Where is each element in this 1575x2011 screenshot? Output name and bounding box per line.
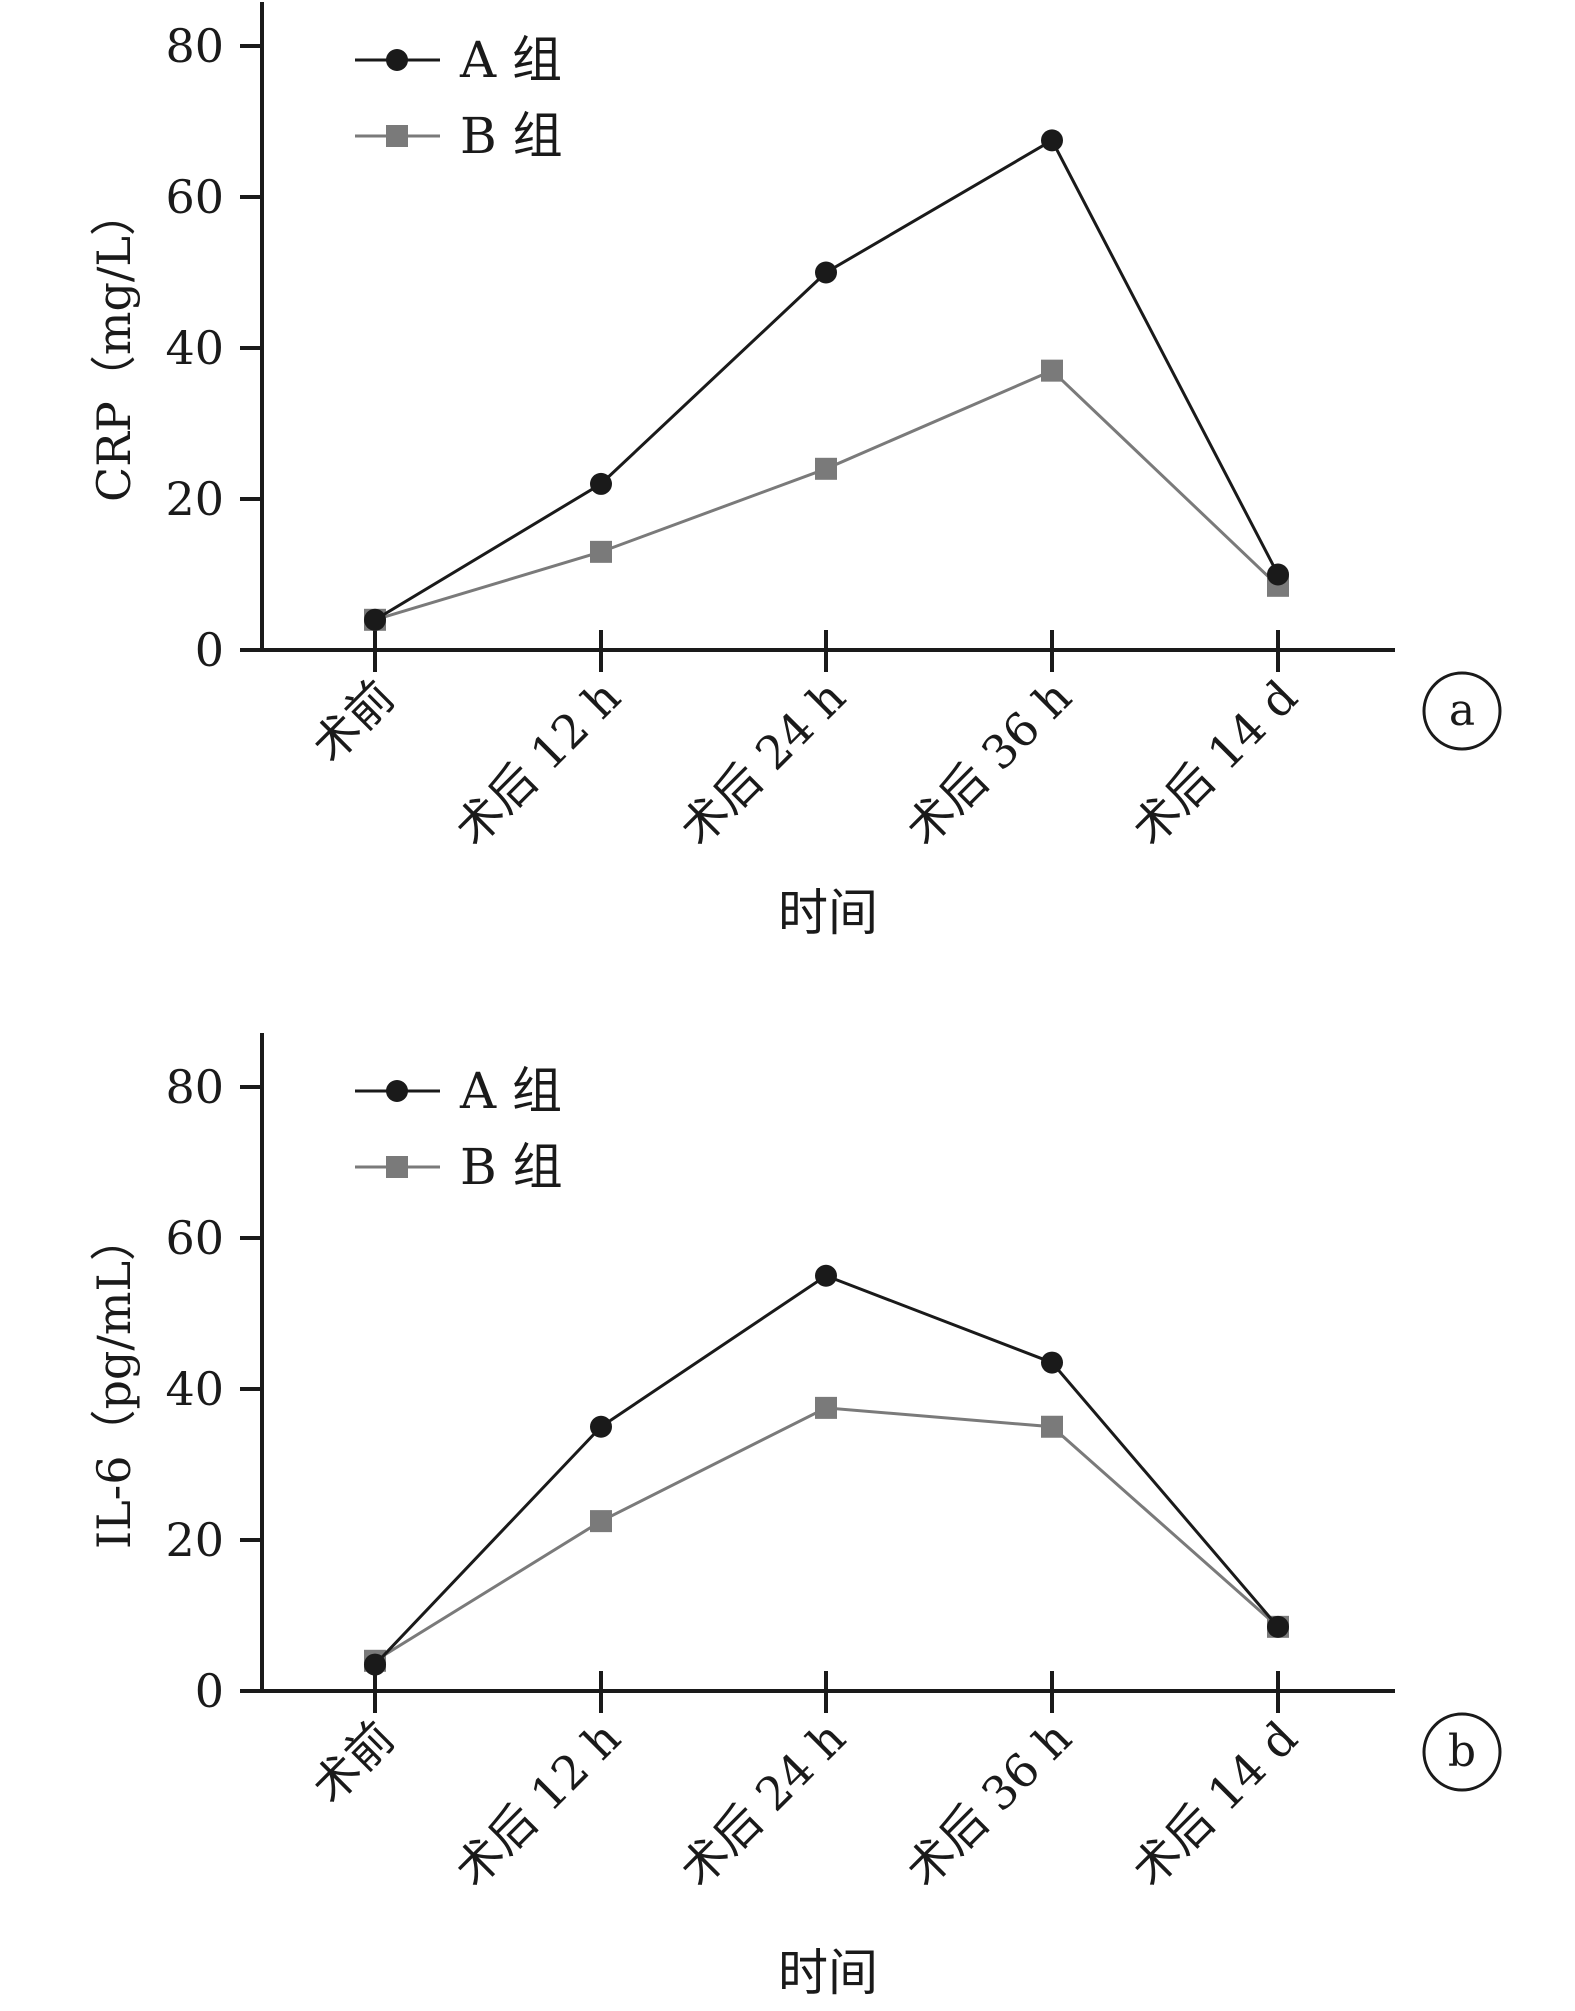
data-point-b	[1041, 359, 1063, 382]
y-tick-label: 0	[195, 1664, 224, 1718]
panel-tag-label: a	[1449, 685, 1475, 736]
data-point-a	[1041, 1351, 1063, 1374]
legend-marker-circle	[386, 1080, 408, 1102]
data-point-b	[815, 457, 837, 480]
x-tick-label: 术后 14 d	[1122, 670, 1308, 856]
data-point-a	[815, 261, 837, 284]
data-point-a	[1041, 129, 1063, 152]
x-tick-label: 术后 24 h	[670, 670, 856, 856]
legend-marker-square	[386, 125, 408, 147]
series-line-a	[373, 1274, 1280, 1666]
x-axis-title: 时间	[778, 884, 878, 942]
y-tick-label: 80	[165, 1060, 224, 1114]
x-axis-title: 时间	[778, 1944, 878, 2002]
x-tick-label: 术后 24 h	[670, 1711, 856, 1897]
chart-panel-a: 0 20 40 60 80 CRP（mg/L） 术前 术后 12 h 术后 24 h 术后 36 …	[87, 2, 1502, 942]
data-point-a	[590, 472, 612, 495]
data-point-b	[815, 1396, 837, 1419]
x-tick-label: 术前	[302, 1711, 405, 1814]
y-tick-label: 20	[165, 472, 224, 526]
data-point-a	[590, 1415, 612, 1438]
y-tick-label: 40	[165, 321, 224, 375]
panel-tag-circle	[1422, 671, 1502, 751]
data-point-a	[1267, 563, 1289, 586]
series-line-a	[374, 138, 1280, 622]
x-tick-label: 术前	[302, 670, 405, 773]
data-point-b	[590, 540, 612, 563]
data-point-a	[1267, 1615, 1289, 1638]
legend-marker-circle	[386, 49, 408, 71]
legend-label: B 组	[460, 1138, 563, 1196]
chart-panel-b: 0 20 40 60 80 IL-6（pg/mL） 术前 术后 12 h 术后 24 h 术后 3…	[87, 1033, 1502, 2002]
x-tick-label: 术后 36 h	[896, 670, 1082, 856]
y-tick-label: 40	[165, 1362, 224, 1416]
x-tick-label: 术后 14 d	[1122, 1711, 1308, 1897]
series-line-b	[374, 368, 1280, 622]
y-tick-label: 20	[165, 1513, 224, 1567]
legend-label: B 组	[460, 107, 563, 165]
y-axis-title: CRP（mg/L）	[87, 190, 141, 502]
data-point-b	[590, 1510, 612, 1533]
legend-marker-square	[386, 1156, 408, 1178]
y-tick-label: 0	[195, 623, 224, 677]
data-point-a	[815, 1264, 837, 1287]
data-point-b	[1041, 1415, 1063, 1438]
legend-label: A 组	[459, 31, 562, 89]
data-point-a	[364, 1653, 386, 1676]
x-tick-label: 术后 36 h	[896, 1711, 1082, 1897]
panel-tag-label: b	[1448, 1726, 1476, 1777]
series-line-b	[374, 1406, 1279, 1663]
panel-tag-circle	[1422, 1712, 1502, 1792]
legend-label: A 组	[459, 1062, 562, 1120]
y-axis-title: IL-6（pg/mL）	[87, 1215, 141, 1549]
x-tick-label: 术后 12 h	[445, 1711, 631, 1897]
y-tick-label: 80	[165, 19, 224, 73]
data-point-a	[364, 608, 386, 631]
y-tick-label: 60	[165, 170, 224, 224]
x-tick-label: 术后 12 h	[445, 670, 631, 856]
y-tick-label: 60	[165, 1211, 224, 1265]
